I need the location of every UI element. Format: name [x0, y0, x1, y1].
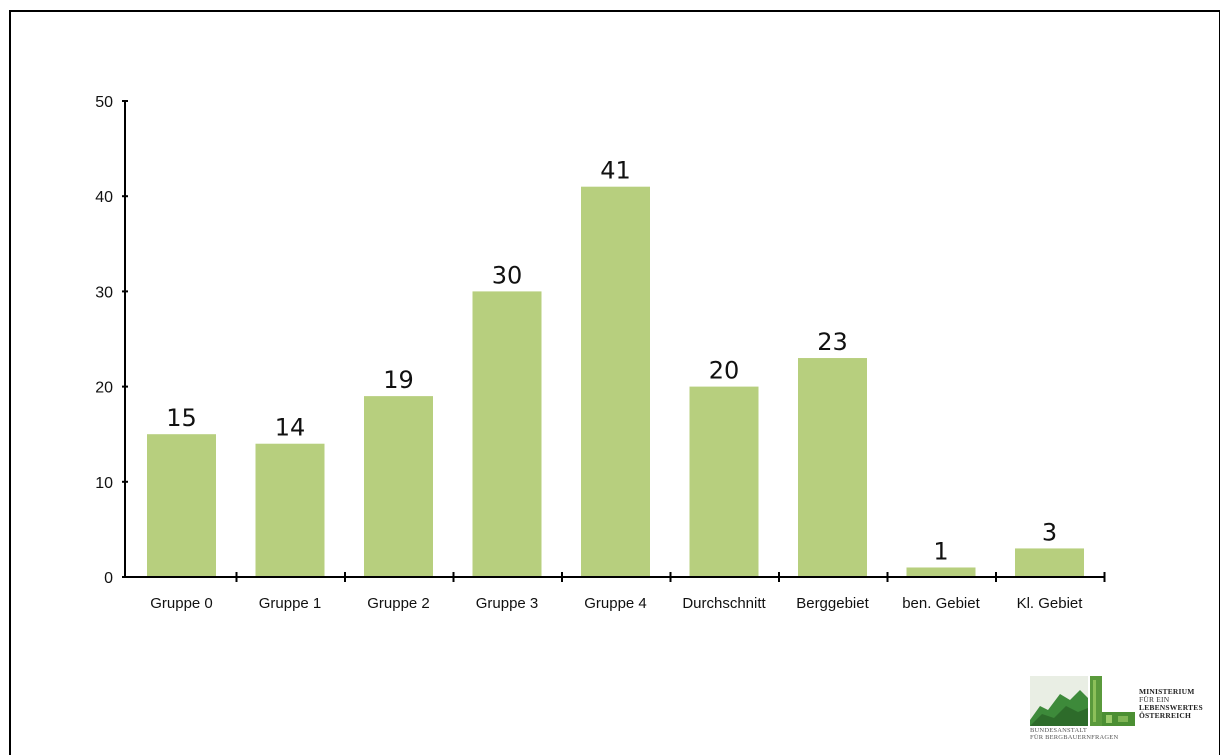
- data-label: 14: [275, 414, 306, 442]
- y-tick-label: 0: [104, 570, 113, 587]
- logo-sub-line-1: BUNDESANSTALT: [1030, 727, 1088, 734]
- y-tick-label: 40: [95, 189, 113, 206]
- bar-gruppe-2: [364, 396, 433, 577]
- bar-gruppe-1: [255, 443, 325, 577]
- data-label: 23: [817, 328, 848, 356]
- y-tick-label: 20: [95, 380, 113, 397]
- data-label: 19: [383, 366, 414, 394]
- category-label: Gruppe 3: [476, 595, 539, 612]
- mountain-logo-icon: [1030, 676, 1135, 726]
- logo-sub-line-2: FÜR BERGBAUERNFRAGEN: [1030, 734, 1119, 741]
- data-label: 41: [600, 157, 631, 185]
- logo-subtitle: BUNDESANSTALT FÜR BERGBAUERNFRAGEN: [1030, 727, 1118, 741]
- category-label: Durchschnitt: [682, 595, 766, 612]
- bar-berggebiet: [798, 358, 867, 577]
- category-label: Gruppe 2: [367, 595, 430, 612]
- logo-text: MINISTERIUM FÜR EIN LEBENSWERTES ÖSTERRE…: [1139, 688, 1203, 720]
- category-label: Kl. Gebiet: [1017, 595, 1084, 612]
- category-label: Gruppe 4: [584, 595, 647, 612]
- ministry-logo: MINISTERIUM FÜR EIN LEBENSWERTES ÖSTERRE…: [1030, 676, 1220, 749]
- logo-line-4: ÖSTERREICH: [1139, 711, 1192, 720]
- logo-line-1: MINISTERIUM: [1139, 687, 1195, 696]
- logo-line-3: LEBENSWERTES: [1139, 703, 1203, 712]
- data-label: 15: [166, 404, 197, 432]
- logo-line-2: FÜR EIN: [1139, 695, 1170, 704]
- category-label: Berggebiet: [796, 595, 869, 612]
- bar-durchschnitt: [689, 386, 759, 577]
- data-label: 30: [492, 261, 523, 289]
- bar-gruppe-0: [147, 434, 216, 577]
- bar-gruppe-3: [472, 291, 542, 577]
- y-tick-label: 30: [95, 284, 113, 301]
- bar-ben-gebiet: [906, 567, 976, 577]
- y-tick-label: 50: [95, 94, 113, 111]
- data-label: 3: [1042, 518, 1057, 546]
- category-label: Gruppe 0: [150, 595, 213, 612]
- category-label: Gruppe 1: [259, 595, 322, 612]
- y-tick-label: 10: [95, 475, 113, 492]
- bar-kl-gebiet: [1015, 548, 1084, 577]
- category-label: ben. Gebiet: [902, 595, 980, 612]
- bar-gruppe-4: [581, 186, 650, 577]
- data-label: 1: [933, 537, 948, 565]
- data-label: 20: [709, 357, 740, 385]
